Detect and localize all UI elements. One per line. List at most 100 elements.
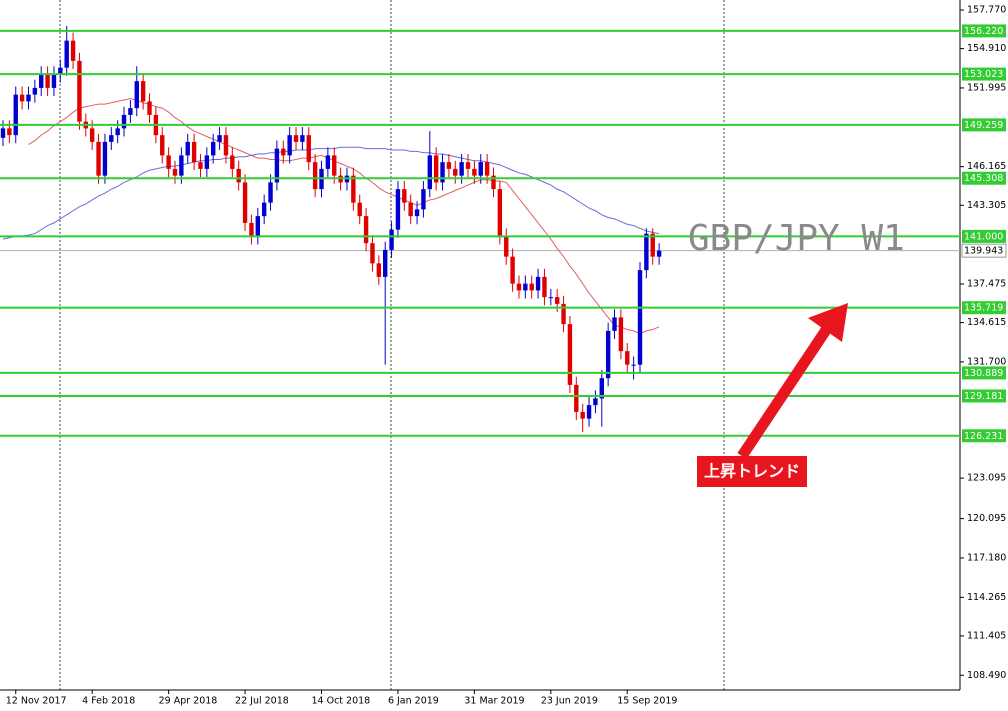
- candle-body: [39, 74, 44, 88]
- candle-body: [453, 168, 458, 176]
- candle-body: [32, 87, 38, 95]
- candle-body: [523, 283, 528, 291]
- candle-body: [274, 148, 280, 183]
- candle-body: [281, 148, 286, 156]
- candle-body: [472, 168, 477, 176]
- y-tick-label: 117.180: [967, 552, 1006, 563]
- x-tick-label: 15 Sep 2019: [617, 696, 677, 707]
- candle-body: [102, 141, 108, 176]
- candle-body: [191, 141, 197, 163]
- level-label: 130.889: [964, 368, 1003, 379]
- y-tick-label: 111.405: [967, 630, 1006, 641]
- candle-body: [370, 243, 375, 264]
- candle-body: [223, 135, 229, 156]
- x-tick-label: 4 Feb 2018: [82, 696, 135, 707]
- candle-body: [580, 411, 585, 419]
- x-tick-label: 29 Apr 2018: [159, 696, 218, 707]
- candle-body: [618, 317, 624, 352]
- candle-body: [242, 182, 248, 223]
- candle-body: [440, 162, 445, 183]
- candle-body: [204, 155, 210, 169]
- candle-body: [554, 297, 560, 304]
- level-label-box: [962, 366, 1006, 380]
- level-label-box: [962, 301, 1006, 315]
- candle-body: [160, 135, 165, 156]
- candle-body: [656, 250, 662, 257]
- candle-body: [484, 162, 490, 176]
- candle-body: [465, 162, 471, 169]
- y-tick-label: 154.910: [967, 43, 1006, 54]
- y-tick-label: 108.490: [967, 670, 1006, 681]
- candle-body: [172, 168, 178, 176]
- x-tick-label: 23 Jun 2019: [541, 696, 598, 707]
- current-price-label: 139.943: [964, 246, 1003, 257]
- x-tick-label: 6 Jan 2019: [388, 696, 439, 707]
- candle-body: [497, 189, 503, 237]
- candle-body: [625, 351, 630, 365]
- candle-body: [89, 128, 95, 142]
- x-tick-label: 12 Nov 2017: [6, 696, 67, 707]
- candle-body: [7, 128, 12, 136]
- level-label: 141.000: [964, 231, 1003, 242]
- candle-body: [236, 168, 241, 183]
- y-tick-label: 131.700: [967, 356, 1006, 367]
- candle-body: [230, 155, 235, 169]
- candle-body: [612, 317, 617, 331]
- candle-body: [211, 141, 216, 156]
- level-label-box: [962, 24, 1006, 38]
- candle-body: [516, 283, 522, 291]
- candle-body: [58, 67, 63, 75]
- candle-body: [593, 398, 598, 406]
- candle-body: [293, 135, 299, 142]
- y-tick-label: 123.095: [967, 473, 1006, 484]
- candle-body: [421, 189, 426, 210]
- candle-body: [109, 135, 114, 142]
- candle-body: [478, 162, 483, 176]
- moving-average: [28, 98, 660, 335]
- candle-body: [261, 202, 267, 217]
- candle-body: [433, 155, 439, 183]
- candle-body: [631, 364, 636, 366]
- candle-body: [491, 175, 496, 190]
- candle-body: [332, 155, 337, 176]
- level-label-box: [962, 118, 1006, 132]
- candle-body: [166, 155, 171, 169]
- candle-body: [249, 222, 254, 237]
- separators: [59, 0, 725, 690]
- x-tick-label: 14 Oct 2018: [312, 696, 371, 707]
- candle-body: [414, 209, 420, 217]
- candle-body: [312, 162, 318, 190]
- candle-body: [77, 60, 82, 122]
- level-label-box: [962, 171, 1006, 185]
- candle-body: [255, 216, 260, 237]
- candle-body: [140, 81, 146, 102]
- moving-average: [2, 146, 660, 240]
- candle-body: [542, 276, 547, 298]
- candle-body: [383, 249, 388, 277]
- level-label-box: [962, 67, 1006, 81]
- candle-body: [325, 155, 331, 169]
- candle-body: [459, 162, 464, 176]
- level-label: 145.308: [964, 173, 1003, 184]
- candle-body: [395, 189, 401, 230]
- annotation-text: 上昇トレンド: [704, 462, 800, 481]
- candle-body: [605, 330, 611, 379]
- candle-body: [548, 297, 554, 299]
- candle-body: [574, 384, 579, 412]
- x-tick-label: 22 Jul 2018: [235, 696, 289, 707]
- candle-body: [96, 141, 101, 176]
- candle-body: [179, 155, 184, 176]
- candle-body: [287, 135, 292, 156]
- candle-body: [217, 135, 222, 142]
- candle-body: [185, 141, 190, 156]
- trend-arrow: [737, 303, 848, 460]
- candle-body: [198, 162, 203, 169]
- candle-body: [51, 74, 57, 88]
- current-price-box: [961, 243, 1007, 258]
- candle-body: [351, 175, 356, 203]
- candle-body: [19, 94, 25, 102]
- candle-body: [427, 155, 432, 190]
- candle-body: [26, 94, 31, 102]
